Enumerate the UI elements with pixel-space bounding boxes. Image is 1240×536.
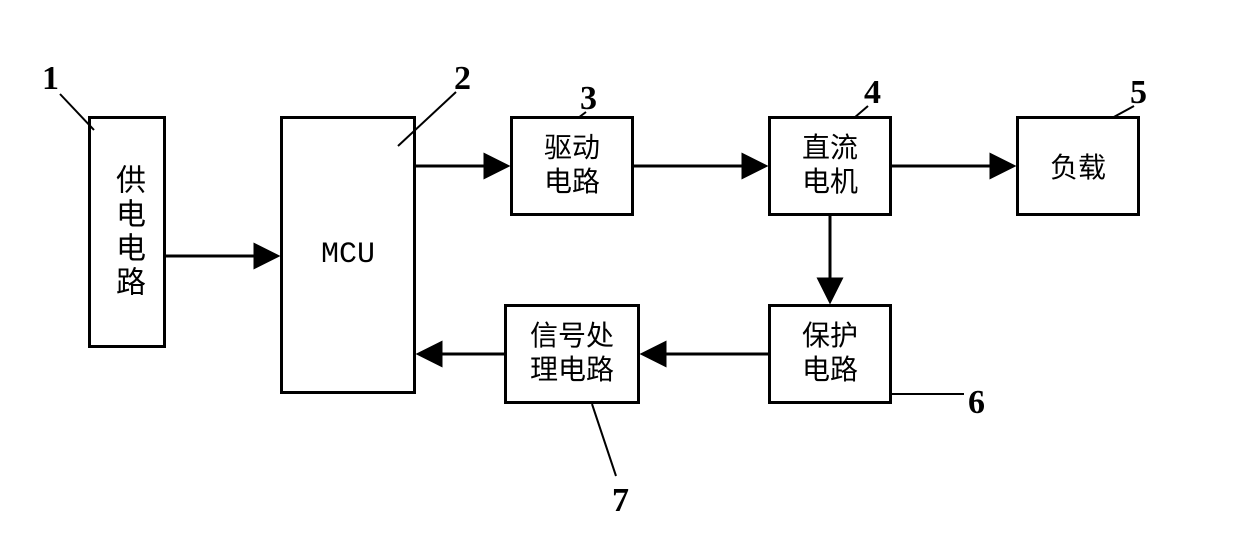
- block-label-line2: 理电路: [530, 354, 614, 388]
- ref-number-1: 1: [42, 60, 59, 98]
- ref-number-4: 4: [864, 74, 881, 112]
- block-label-line1: 直流: [802, 132, 858, 166]
- ref-number-2: 2: [454, 60, 471, 98]
- block-mcu: MCU: [280, 116, 416, 394]
- block-label-line1: 信号处: [530, 320, 614, 354]
- block-label-line2: 电路: [802, 354, 858, 388]
- block-label: MCU: [321, 238, 375, 272]
- block-load: 负载: [1016, 116, 1140, 216]
- block-drive-circuit: 驱动 电路: [510, 116, 634, 216]
- diagram-canvas: 供电电路 MCU 驱动 电路 直流 电机 负载 保护 电路 信号处 理电路 1 …: [0, 0, 1240, 536]
- ref-number-7: 7: [612, 482, 629, 520]
- connections-svg: [0, 0, 1240, 536]
- block-signal-processing: 信号处 理电路: [504, 304, 640, 404]
- leader-line: [592, 404, 616, 476]
- block-protection-circuit: 保护 电路: [768, 304, 892, 404]
- block-label-line1: 驱动: [544, 132, 600, 166]
- ref-number-5: 5: [1130, 74, 1147, 112]
- block-label: 负载: [1050, 146, 1106, 186]
- block-label-line2: 电机: [802, 166, 858, 200]
- ref-number-3: 3: [580, 80, 597, 118]
- block-power-supply: 供电电路: [88, 116, 166, 348]
- block-dc-motor: 直流 电机: [768, 116, 892, 216]
- ref-number-6: 6: [968, 384, 985, 422]
- block-label-line2: 电路: [544, 166, 600, 200]
- block-label: 供电电路: [105, 164, 149, 300]
- block-label-line1: 保护: [802, 320, 858, 354]
